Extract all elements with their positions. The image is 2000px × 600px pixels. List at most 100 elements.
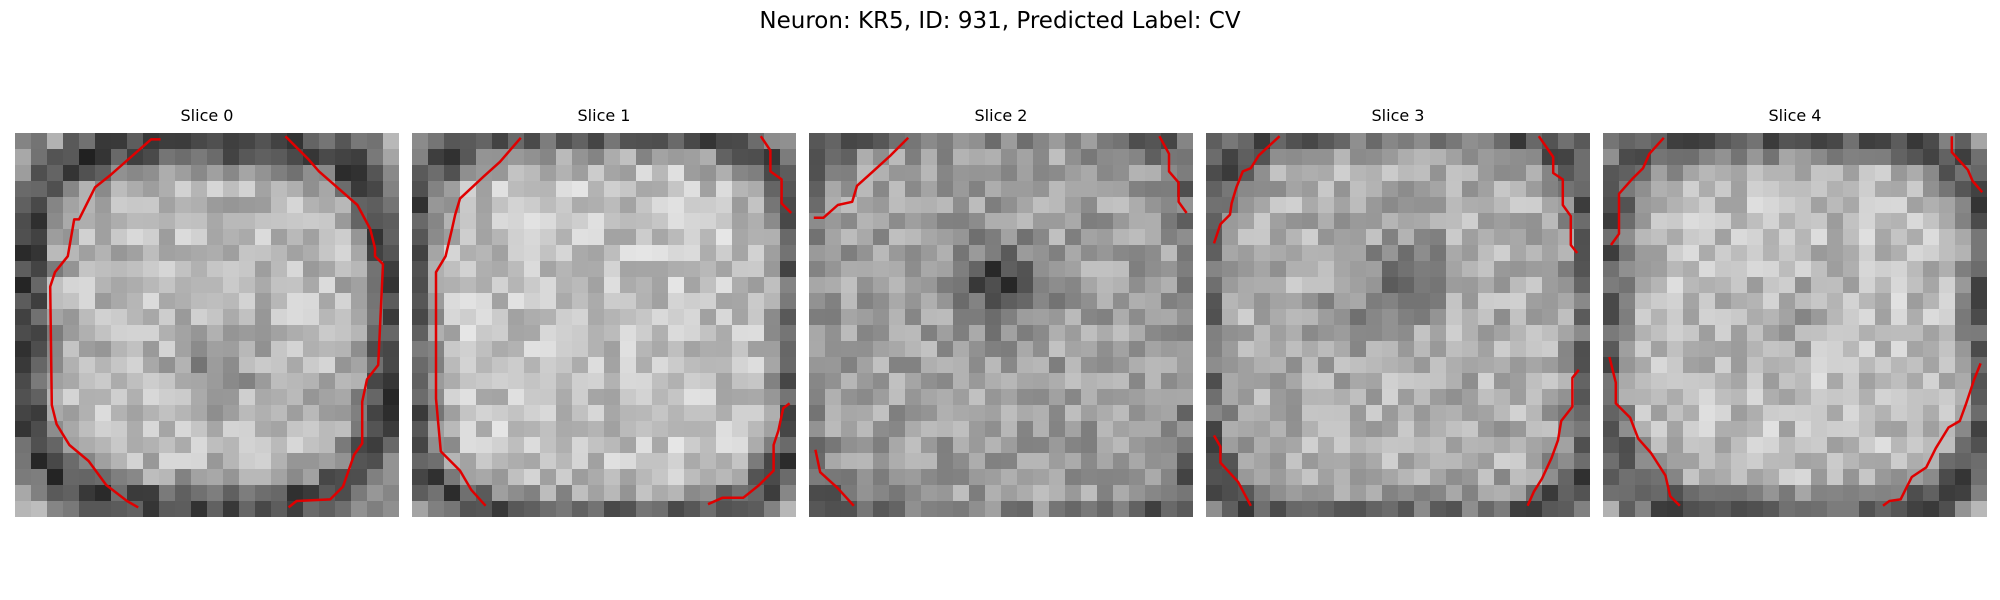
voxel	[1747, 181, 1764, 198]
voxel	[159, 277, 176, 294]
voxel	[825, 229, 842, 246]
voxel	[1222, 325, 1239, 342]
voxel	[921, 229, 938, 246]
voxel	[303, 213, 320, 230]
voxel	[476, 357, 493, 374]
voxel	[351, 325, 368, 342]
voxel	[748, 373, 765, 390]
voxel	[604, 261, 621, 278]
voxel	[492, 485, 509, 502]
voxel	[1430, 373, 1447, 390]
voxel	[1334, 357, 1351, 374]
voxel	[476, 373, 493, 390]
voxel	[444, 213, 461, 230]
voxel	[809, 421, 826, 438]
voxel	[444, 293, 461, 310]
voxel	[953, 229, 970, 246]
voxel	[857, 213, 874, 230]
voxel	[921, 373, 938, 390]
voxel	[1558, 485, 1575, 502]
voxel	[1113, 437, 1130, 454]
voxel	[1334, 213, 1351, 230]
voxel	[1795, 405, 1812, 422]
voxel	[1731, 421, 1748, 438]
voxel	[1081, 325, 1098, 342]
voxel	[271, 453, 288, 470]
voxel	[335, 133, 352, 150]
voxel	[1382, 261, 1399, 278]
voxel	[175, 277, 192, 294]
voxel	[1747, 261, 1764, 278]
voxel	[1366, 309, 1383, 326]
voxel	[937, 245, 954, 262]
voxel	[175, 293, 192, 310]
voxel	[191, 357, 208, 374]
voxel	[1763, 389, 1780, 406]
voxel	[604, 389, 621, 406]
voxel	[1001, 405, 1018, 422]
voxel	[1113, 405, 1130, 422]
voxel	[383, 373, 399, 390]
voxel	[1129, 245, 1146, 262]
voxel	[1065, 501, 1082, 517]
voxel	[652, 309, 669, 326]
voxel	[1097, 501, 1114, 517]
voxel	[889, 485, 906, 502]
voxel	[1619, 453, 1636, 470]
voxel	[1350, 389, 1367, 406]
voxel	[1699, 309, 1716, 326]
voxel	[684, 469, 701, 486]
voxel	[1446, 437, 1463, 454]
voxel	[636, 469, 653, 486]
voxel	[1177, 277, 1193, 294]
voxel	[1414, 149, 1431, 166]
voxel	[223, 501, 240, 517]
voxel	[271, 389, 288, 406]
voxel	[1635, 277, 1652, 294]
voxel	[1635, 293, 1652, 310]
voxel	[79, 389, 96, 406]
voxel	[1001, 325, 1018, 342]
voxel	[857, 133, 874, 150]
voxel	[492, 325, 509, 342]
voxel	[1763, 229, 1780, 246]
voxel	[1318, 501, 1335, 517]
voxel	[95, 133, 112, 150]
voxel	[1001, 373, 1018, 390]
voxel	[985, 277, 1002, 294]
voxel	[748, 149, 765, 166]
voxel	[159, 501, 176, 517]
voxel	[1603, 181, 1620, 198]
voxel	[1699, 373, 1716, 390]
voxel	[95, 485, 112, 502]
voxel	[1526, 261, 1543, 278]
voxel	[969, 453, 986, 470]
voxel	[1875, 293, 1892, 310]
voxel	[223, 181, 240, 198]
voxel	[921, 245, 938, 262]
voxel	[1065, 325, 1082, 342]
voxel	[540, 373, 557, 390]
voxel	[1366, 277, 1383, 294]
voxel	[1033, 165, 1050, 182]
voxel	[63, 421, 80, 438]
voxel	[31, 341, 48, 358]
voxel	[1510, 421, 1527, 438]
voxel	[460, 245, 477, 262]
voxel	[1001, 421, 1018, 438]
voxel	[367, 341, 384, 358]
voxel	[1699, 197, 1716, 214]
voxel	[1270, 341, 1287, 358]
voxel	[1398, 501, 1415, 517]
voxel	[1334, 165, 1351, 182]
voxel	[1923, 325, 1940, 342]
voxel	[1923, 149, 1940, 166]
voxel	[1907, 373, 1924, 390]
voxel	[1065, 293, 1082, 310]
voxel	[1398, 133, 1415, 150]
voxel	[255, 469, 272, 486]
voxel	[159, 165, 176, 182]
voxel	[1827, 373, 1844, 390]
voxel	[1049, 501, 1066, 517]
voxel	[492, 469, 509, 486]
